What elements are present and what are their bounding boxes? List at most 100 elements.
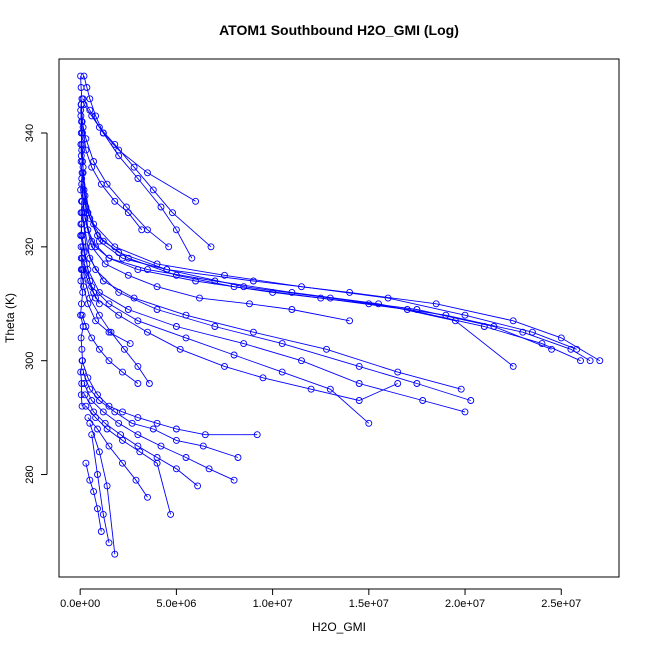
data-point xyxy=(78,300,85,308)
chart-title: ATOM1 Southbound H2O_GMI (Log) xyxy=(219,22,459,38)
data-point xyxy=(298,357,305,365)
data-point xyxy=(119,459,126,467)
data-point xyxy=(95,345,103,353)
data-point xyxy=(77,72,85,80)
series-line xyxy=(89,423,116,555)
data-point xyxy=(95,448,103,456)
data-point xyxy=(196,294,203,302)
series-26 xyxy=(78,180,354,325)
data-point xyxy=(77,368,85,376)
data-point xyxy=(134,380,142,387)
data-point xyxy=(130,163,138,171)
data-point xyxy=(79,357,86,365)
data-point xyxy=(92,243,100,251)
data-point xyxy=(79,288,87,296)
data-point xyxy=(78,220,86,228)
data-point xyxy=(97,528,105,535)
y-axis: 280 300 320 340 xyxy=(24,124,48,484)
series-line xyxy=(80,246,150,384)
data-point xyxy=(79,323,87,330)
data-point xyxy=(288,306,296,313)
data-point xyxy=(128,419,136,427)
data-point xyxy=(90,288,98,296)
data-point xyxy=(586,357,594,365)
data-point xyxy=(136,448,144,456)
series-line xyxy=(87,417,148,498)
series-layer xyxy=(77,72,604,558)
data-point xyxy=(221,271,228,279)
data-point xyxy=(153,459,161,467)
y-tick-label: 300 xyxy=(24,352,36,370)
data-point xyxy=(246,300,253,308)
x-tick-label: 2.5e+07 xyxy=(541,598,581,610)
data-point xyxy=(384,294,392,302)
data-point xyxy=(490,323,498,330)
data-point xyxy=(249,328,257,336)
series-line xyxy=(80,224,100,305)
series-line xyxy=(80,132,581,362)
data-point xyxy=(94,425,101,433)
data-point xyxy=(130,294,138,302)
data-point xyxy=(528,328,536,336)
series-5 xyxy=(78,169,556,353)
data-point xyxy=(77,84,85,91)
series-line xyxy=(81,184,350,322)
data-point xyxy=(461,408,469,416)
data-point xyxy=(221,362,228,370)
series-vertical-core xyxy=(77,72,87,410)
data-point xyxy=(124,209,132,217)
data-point xyxy=(326,294,334,302)
data-point xyxy=(157,203,165,211)
data-point xyxy=(145,380,153,387)
data-point xyxy=(346,317,354,325)
data-point xyxy=(101,260,109,268)
data-point xyxy=(355,380,363,387)
data-point xyxy=(240,340,248,348)
data-point xyxy=(77,186,85,194)
data-point xyxy=(132,476,140,484)
series-22 xyxy=(88,431,113,547)
series-24 xyxy=(80,72,200,205)
data-point xyxy=(82,146,90,154)
data-point xyxy=(78,380,86,387)
data-point xyxy=(105,402,113,410)
data-point xyxy=(413,306,421,313)
series-25 xyxy=(77,101,146,234)
data-point xyxy=(134,317,142,325)
series-line xyxy=(82,269,398,401)
series-13 xyxy=(78,118,173,251)
data-point xyxy=(82,459,90,467)
data-point xyxy=(95,397,103,404)
data-point xyxy=(172,436,180,444)
y-tick-label: 280 xyxy=(24,465,36,483)
data-point xyxy=(317,294,325,302)
data-point xyxy=(323,345,330,353)
series-line xyxy=(84,394,198,487)
data-point xyxy=(92,112,100,120)
data-point xyxy=(192,197,200,205)
series-line xyxy=(81,121,169,248)
data-point xyxy=(99,408,107,416)
data-point xyxy=(77,311,85,319)
data-point xyxy=(134,362,142,370)
data-point xyxy=(394,380,402,387)
data-point xyxy=(172,323,180,330)
data-point xyxy=(88,243,96,251)
data-point xyxy=(86,277,94,285)
data-point xyxy=(134,431,142,439)
series-line xyxy=(82,258,370,424)
data-point xyxy=(211,323,219,330)
data-point xyxy=(95,311,103,319)
y-tick-label: 320 xyxy=(24,238,36,256)
data-point xyxy=(167,510,175,518)
series-line xyxy=(80,115,601,362)
data-point xyxy=(115,419,123,427)
series-line xyxy=(91,434,110,543)
data-point xyxy=(79,243,87,251)
series-line xyxy=(82,371,239,458)
data-point xyxy=(413,380,421,387)
data-point xyxy=(86,476,94,484)
data-point xyxy=(230,476,238,484)
data-point xyxy=(199,442,207,450)
data-point xyxy=(165,243,173,251)
